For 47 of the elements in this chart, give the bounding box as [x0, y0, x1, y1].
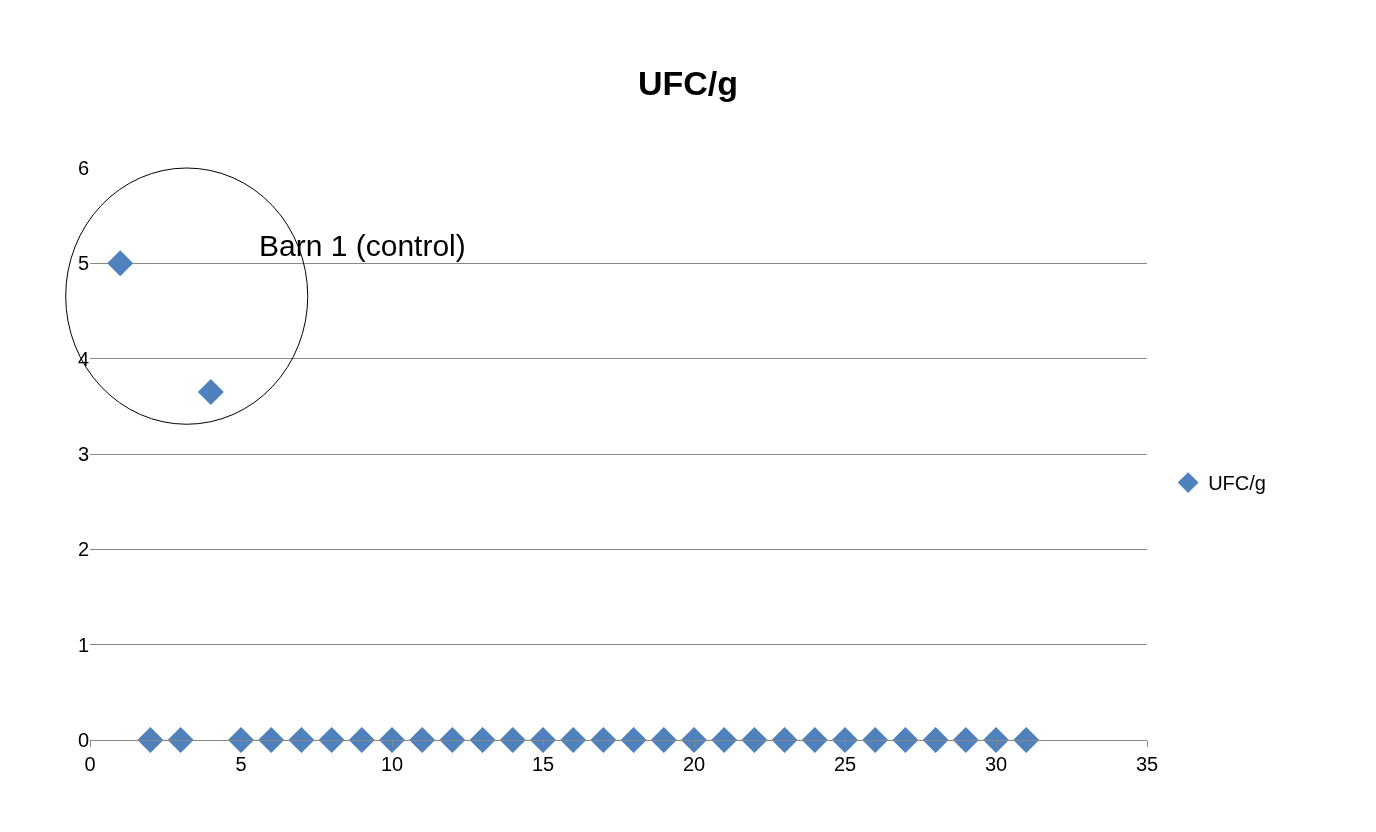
x-tick-label: 15 — [531, 753, 555, 775]
point — [801, 727, 828, 753]
point — [288, 727, 315, 753]
point — [530, 727, 556, 753]
point — [439, 727, 466, 753]
x-tick-label: 25 — [833, 753, 857, 775]
point — [318, 727, 345, 753]
point — [469, 727, 496, 753]
point — [107, 250, 134, 277]
point — [892, 727, 919, 753]
point — [348, 727, 375, 753]
point — [197, 379, 224, 406]
chart-title: UFC/g — [637, 64, 739, 103]
y-tick-label: 5 — [77, 252, 89, 275]
point — [409, 727, 436, 753]
x-tick-label: 10 — [380, 753, 404, 775]
point — [771, 727, 798, 753]
point — [952, 727, 979, 753]
y-tick-label: 3 — [77, 443, 89, 465]
point — [137, 727, 164, 753]
y-tick-label: 1 — [77, 633, 89, 656]
x-tick-label: 35 — [1135, 753, 1159, 775]
point — [258, 727, 285, 753]
point — [228, 727, 254, 753]
point — [379, 727, 405, 753]
x-tick-label: 20 — [682, 753, 706, 775]
y-tick-label: 2 — [77, 538, 89, 561]
y-tick-label: 6 — [77, 157, 89, 179]
point — [681, 727, 707, 753]
point — [620, 727, 647, 753]
point — [983, 727, 1009, 753]
point — [862, 727, 889, 753]
point — [832, 727, 858, 753]
x-tick-label: 30 — [984, 753, 1008, 775]
point — [922, 727, 949, 753]
annotation: Barn 1 (control) — [259, 229, 466, 262]
point — [499, 727, 526, 753]
x-tick-label: 5 — [235, 753, 247, 775]
point — [650, 727, 677, 753]
legend-label: UFC/g — [1208, 472, 1266, 495]
point — [1013, 727, 1040, 753]
point — [560, 727, 587, 753]
point — [167, 727, 194, 753]
point — [741, 727, 768, 753]
point — [590, 727, 617, 753]
point — [711, 727, 738, 753]
y-tick-label: 0 — [77, 729, 89, 751]
